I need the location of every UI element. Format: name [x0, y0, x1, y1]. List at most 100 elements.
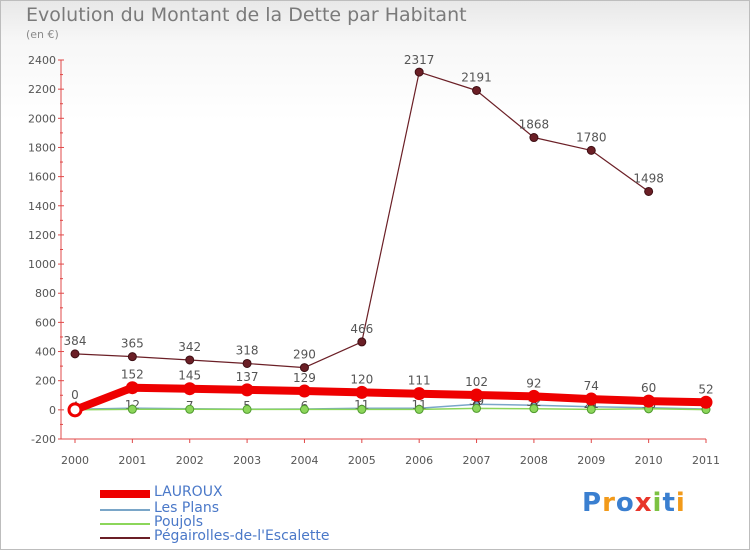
data-label: 2191: [461, 70, 492, 84]
data-point: [299, 404, 309, 414]
legend-label-les-plans: Les Plans: [154, 500, 219, 516]
data-point: [357, 337, 367, 347]
logo-letter: o: [615, 488, 635, 518]
y-tick-label: 400: [35, 346, 56, 359]
data-label: 384: [64, 334, 87, 348]
data-point: [470, 388, 484, 402]
y-tick-label: -200: [31, 433, 56, 446]
x-tick-label: 2007: [463, 454, 491, 467]
x-tick-label: 2006: [405, 454, 433, 467]
chart-title: Evolution du Montant de la Dette par Hab…: [26, 4, 467, 26]
logo-letter: P: [582, 488, 603, 518]
data-point: [242, 404, 252, 414]
data-point: [127, 404, 137, 414]
data-point: [644, 186, 654, 196]
legend-label-pegairolles: Pégairolles-de-l'Escalette: [154, 528, 330, 544]
legend-item-poujols: Poujols: [100, 514, 360, 532]
data-label: 102: [465, 375, 488, 389]
data-point: [586, 145, 596, 155]
data-point: [414, 67, 424, 77]
data-point: [67, 402, 83, 418]
data-label: 145: [178, 369, 201, 383]
data-label: 365: [121, 337, 144, 351]
data-point: [527, 389, 541, 403]
x-tick-label: 2003: [233, 454, 261, 467]
chart-subtitle: (en €): [26, 28, 59, 41]
data-label: 152: [121, 368, 144, 382]
data-point: [183, 382, 197, 396]
data-point: [584, 392, 598, 406]
data-label: 1498: [633, 171, 664, 185]
x-tick-label: 2008: [520, 454, 548, 467]
x-tick-label: 2001: [118, 454, 146, 467]
y-tick-label: 2200: [28, 83, 56, 96]
data-point: [357, 404, 367, 414]
y-tick-label: 1600: [28, 171, 56, 184]
data-label: 52: [698, 382, 713, 396]
x-tick-label: 2000: [61, 454, 89, 467]
data-point: [586, 404, 596, 414]
data-label: 60: [641, 381, 656, 395]
data-label: 466: [350, 322, 373, 336]
y-tick-label: 2000: [28, 112, 56, 125]
y-tick-label: 1400: [28, 200, 56, 213]
legend-swatch-poujols: [100, 523, 150, 525]
data-label: 92: [526, 376, 541, 390]
data-point: [185, 404, 195, 414]
x-tick-label: 2005: [348, 454, 376, 467]
data-point: [297, 384, 311, 398]
data-label: 137: [236, 370, 259, 384]
data-point: [127, 352, 137, 362]
data-point: [472, 85, 482, 95]
x-tick-label: 2004: [290, 454, 318, 467]
y-tick-label: 200: [35, 375, 56, 388]
data-point: [414, 404, 424, 414]
logo-letter: i: [652, 488, 663, 518]
x-tick-label: 2010: [635, 454, 663, 467]
data-point: [472, 403, 482, 413]
y-tick-label: 0: [49, 404, 56, 417]
data-point: [412, 387, 426, 401]
legend-item-les-plans: Les Plans: [100, 500, 360, 518]
data-label: 290: [293, 348, 316, 362]
data-label: 111: [408, 374, 431, 388]
logo-letter: i: [675, 488, 686, 518]
data-label: 74: [584, 379, 599, 393]
data-label: 318: [236, 343, 259, 357]
logo-letter: x: [634, 488, 653, 518]
x-tick-label: 2011: [692, 454, 720, 467]
data-point: [242, 358, 252, 368]
proxiti-logo: Proxiti: [582, 488, 686, 518]
y-tick-label: 800: [35, 287, 56, 300]
data-point: [185, 355, 195, 365]
data-label: 129: [293, 371, 316, 385]
data-point: [529, 133, 539, 143]
series-line-2: [74, 407, 707, 411]
legend-swatch-lauroux: [100, 490, 150, 498]
data-point: [529, 404, 539, 414]
data-label: 1780: [576, 130, 607, 144]
data-label: 2317: [404, 53, 435, 67]
series-line-3: [71, 383, 710, 414]
legend-swatch-pegairolles: [100, 537, 150, 539]
x-tick-label: 2002: [176, 454, 204, 467]
logo-letter: t: [662, 488, 676, 518]
data-label: 1868: [519, 118, 550, 132]
y-tick-label: 1200: [28, 229, 56, 242]
data-label: 120: [350, 372, 373, 386]
x-tick-label: 2009: [577, 454, 605, 467]
legend-item-lauroux: LAUROUX: [100, 484, 360, 502]
data-point: [240, 383, 254, 397]
y-tick-label: 1000: [28, 258, 56, 271]
logo-letter: r: [602, 488, 616, 518]
data-point: [699, 395, 713, 409]
data-point: [355, 385, 369, 399]
legend-swatch-les-plans: [100, 509, 150, 511]
legend-label-poujols: Poujols: [154, 514, 204, 530]
data-point: [642, 394, 656, 408]
data-point: [299, 363, 309, 373]
y-tick-label: 2400: [28, 54, 56, 67]
legend-label-lauroux: LAUROUX: [154, 484, 223, 500]
